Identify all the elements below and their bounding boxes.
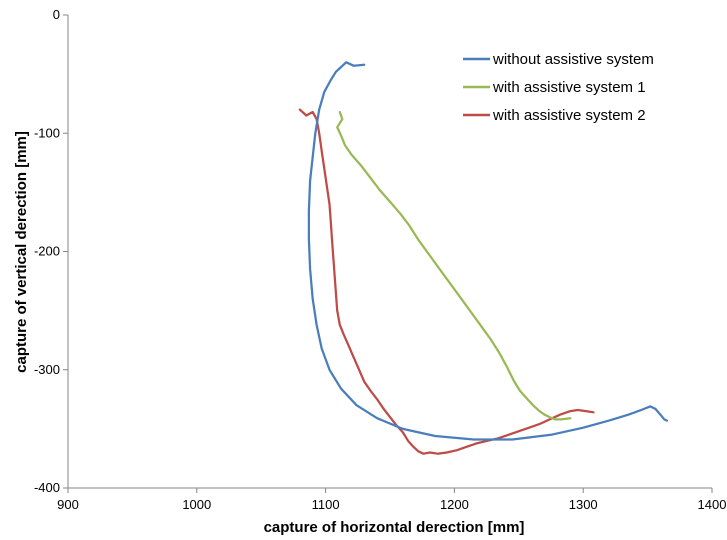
series-line-3 <box>298 108 595 455</box>
legend: without assistive system with assistive s… <box>463 51 654 124</box>
legend-label-3: with assistive system 2 <box>492 107 646 124</box>
x-axis-ticks: 900 1000 1100 1200 1300 1400 <box>57 488 726 512</box>
legend-label-1: without assistive system <box>492 51 654 68</box>
series-line-2 <box>336 110 572 421</box>
series-layer <box>298 61 669 455</box>
series-line-1 <box>307 61 669 441</box>
y-tick-label: -300 <box>34 362 60 377</box>
x-tick-label: 1200 <box>440 497 469 512</box>
x-axis-title: capture of horizontal derection [mm] <box>264 519 525 536</box>
x-tick-label: 1000 <box>182 497 211 512</box>
y-tick-label: -100 <box>34 125 60 140</box>
y-tick-label: -400 <box>34 480 60 495</box>
x-tick-label: 900 <box>57 497 79 512</box>
x-tick-label: 1400 <box>698 497 727 512</box>
legend-label-2: with assistive system 1 <box>492 79 646 96</box>
y-tick-label: 0 <box>53 7 60 22</box>
y-axis-title: capture of vertical derection [mm] <box>13 131 30 373</box>
x-tick-label: 1100 <box>312 497 340 512</box>
y-tick-label: -200 <box>34 244 60 259</box>
y-axis-ticks: 0 -100 -200 -300 -400 <box>34 7 68 495</box>
x-tick-label: 1300 <box>569 497 598 512</box>
